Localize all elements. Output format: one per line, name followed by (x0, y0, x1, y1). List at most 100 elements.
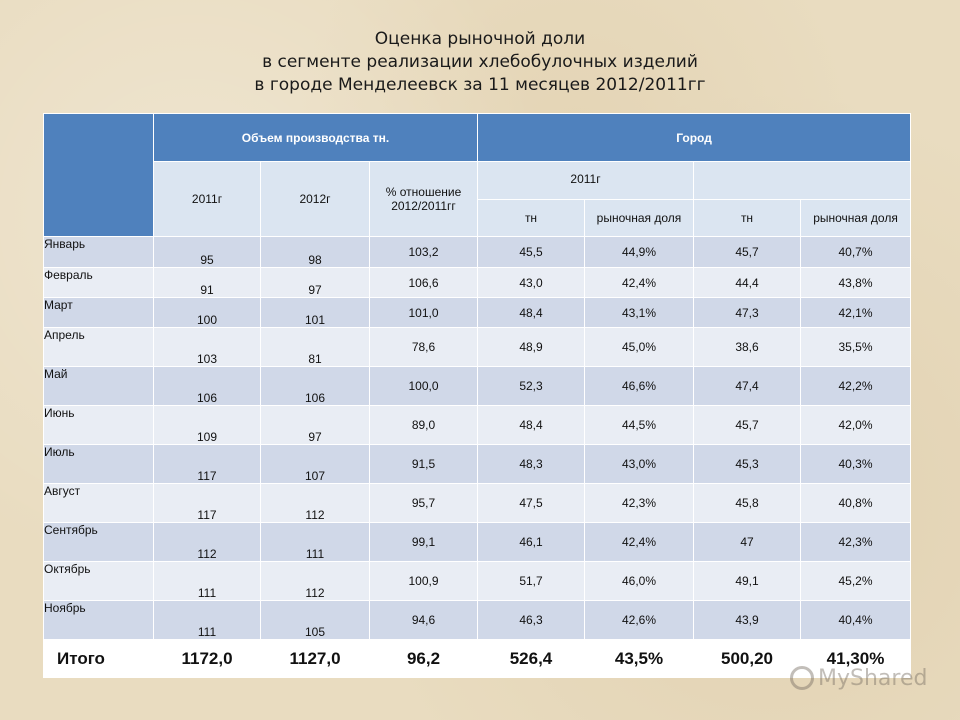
cell-tn2012: 43,9 (693, 600, 801, 640)
cell-share2011: 43,0% (584, 444, 694, 484)
cell-p2011: 112 (153, 522, 261, 562)
cell-share2011: 45,0% (584, 327, 694, 367)
cell-share2012: 42,1% (799, 297, 912, 328)
cell-tn2012: 45,7 (693, 405, 801, 445)
cell-p2012: 112 (260, 483, 370, 523)
cell-p2011: 117 (153, 483, 261, 523)
table-row: Июнь 109 97 89,0 48,4 44,5% 45,7 42,0% (43, 405, 912, 445)
cell-p2012: 81 (260, 327, 370, 367)
cell-tn2012: 49,1 (693, 561, 801, 601)
header-2011: 2011г (153, 161, 261, 237)
cell-month: Июнь (43, 405, 154, 445)
cell-tn2012: 45,3 (693, 444, 801, 484)
cell-tn2012: 45,7 (693, 236, 801, 268)
header-share-2012: рыночная доля (799, 199, 912, 237)
cell-month: Сентябрь (43, 522, 154, 562)
cell-p2012: 111 (260, 522, 370, 562)
table-row: Август 117 112 95,7 47,5 42,3% 45,8 40,8% (43, 483, 912, 523)
cell-tn2011: 48,4 (477, 297, 585, 328)
header-2012: 2012г (260, 161, 370, 237)
cell-share2012: 42,3% (799, 522, 912, 562)
cell-p2011: 111 (153, 600, 261, 640)
cell-share2011: 44,9% (584, 236, 694, 268)
cell-p2011: 111 (153, 561, 261, 601)
cell-share2012: 42,0% (799, 405, 912, 445)
table-row: Март 100 101 101,0 48,4 43,1% 47,3 42,1% (43, 297, 912, 328)
cell-share2012: 42,2% (799, 366, 912, 406)
cell-share2011: 42,3% (584, 483, 694, 523)
header-city: Город (476, 113, 912, 162)
cell-pct: 106,6 (369, 267, 478, 298)
cell-p2012: 97 (260, 267, 370, 298)
cell-tn2011: 48,9 (477, 327, 585, 367)
cell-pct: 103,2 (369, 236, 478, 268)
title-line-3: в городе Менделеевск за 11 месяцев 2012/… (254, 75, 706, 95)
cell-pct: 94,6 (369, 600, 478, 640)
header-city-2012 (692, 161, 912, 200)
cell-p2012: 107 (260, 444, 370, 484)
cell-tn2012: 44,4 (693, 267, 801, 298)
cell-month: Август (43, 483, 154, 523)
watermark: MyShared (790, 662, 940, 694)
watermark-logo-icon (790, 666, 814, 690)
table-row: Октябрь 111 112 100,9 51,7 46,0% 49,1 45,2% (43, 561, 912, 601)
cell-share2011: 43,1% (584, 297, 694, 328)
table-row: Июль 117 107 91,5 48,3 43,0% 45,3 40,3% (43, 444, 912, 484)
cell-tn2011: 48,4 (477, 405, 585, 445)
cell-p2011: 95 (153, 236, 261, 268)
table-row: Сентябрь 112 111 99,1 46,1 42,4% 47 42,3% (43, 522, 912, 562)
total-label: Итого (43, 639, 154, 678)
cell-month: Март (43, 297, 154, 328)
title-line-1: Оценка рыночной доли (374, 29, 586, 49)
cell-tn2011: 48,3 (477, 444, 585, 484)
cell-share2011: 44,5% (584, 405, 694, 445)
total-row: Итого 1172,0 1127,0 96,2 526,4 43,5% 500… (43, 639, 912, 678)
cell-p2012: 101 (260, 297, 370, 328)
cell-share2011: 46,0% (584, 561, 694, 601)
total-share2012: 41,30% (799, 639, 912, 678)
cell-tn2011: 47,5 (477, 483, 585, 523)
cell-tn2012: 47 (693, 522, 801, 562)
cell-tn2011: 43,0 (477, 267, 585, 298)
table-row: Ноябрь 111 105 94,6 46,3 42,6% 43,9 40,4% (43, 600, 912, 640)
cell-month: Ноябрь (43, 600, 154, 640)
header-corner (43, 113, 154, 237)
total-pct: 96,2 (369, 639, 478, 678)
cell-month: Июль (43, 444, 154, 484)
table-row: Май 106 106 100,0 52,3 46,6% 47,4 42,2% (43, 366, 912, 406)
total-tn2011: 526,4 (477, 639, 585, 678)
market-share-table: Объем производства тн. Город 2011г 2012г… (43, 113, 912, 678)
cell-p2011: 109 (153, 405, 261, 445)
cell-p2012: 98 (260, 236, 370, 268)
total-p2011: 1172,0 (153, 639, 261, 678)
cell-pct: 100,9 (369, 561, 478, 601)
cell-share2012: 40,4% (799, 600, 912, 640)
watermark-text: MyShared (818, 665, 928, 691)
cell-tn2011: 46,3 (477, 600, 585, 640)
title-line-2: в сегменте реализации хлебобулочных изде… (262, 52, 698, 72)
cell-pct: 99,1 (369, 522, 478, 562)
table-row: Февраль 91 97 106,6 43,0 42,4% 44,4 43,8% (43, 267, 912, 298)
cell-tn2012: 45,8 (693, 483, 801, 523)
cell-pct: 91,5 (369, 444, 478, 484)
header-tn-2012: тн (693, 199, 801, 237)
table-row: Январь 95 98 103,2 45,5 44,9% 45,7 40,7% (43, 236, 912, 268)
cell-share2011: 46,6% (584, 366, 694, 406)
cell-tn2012: 38,6 (693, 327, 801, 367)
slide-title: Оценка рыночной доли в сегменте реализац… (0, 28, 960, 97)
cell-share2011: 42,4% (584, 522, 694, 562)
table-row: Апрель 103 81 78,6 48,9 45,0% 38,6 35,5% (43, 327, 912, 367)
cell-tn2011: 46,1 (477, 522, 585, 562)
cell-share2012: 43,8% (799, 267, 912, 298)
cell-tn2012: 47,3 (693, 297, 801, 328)
total-p2012: 1127,0 (260, 639, 370, 678)
cell-share2011: 42,6% (584, 600, 694, 640)
cell-p2012: 112 (260, 561, 370, 601)
cell-p2011: 106 (153, 366, 261, 406)
cell-month: Февраль (43, 267, 154, 298)
cell-tn2011: 51,7 (477, 561, 585, 601)
cell-share2011: 42,4% (584, 267, 694, 298)
cell-p2011: 100 (153, 297, 261, 328)
cell-share2012: 40,3% (799, 444, 912, 484)
cell-month: Апрель (43, 327, 154, 367)
